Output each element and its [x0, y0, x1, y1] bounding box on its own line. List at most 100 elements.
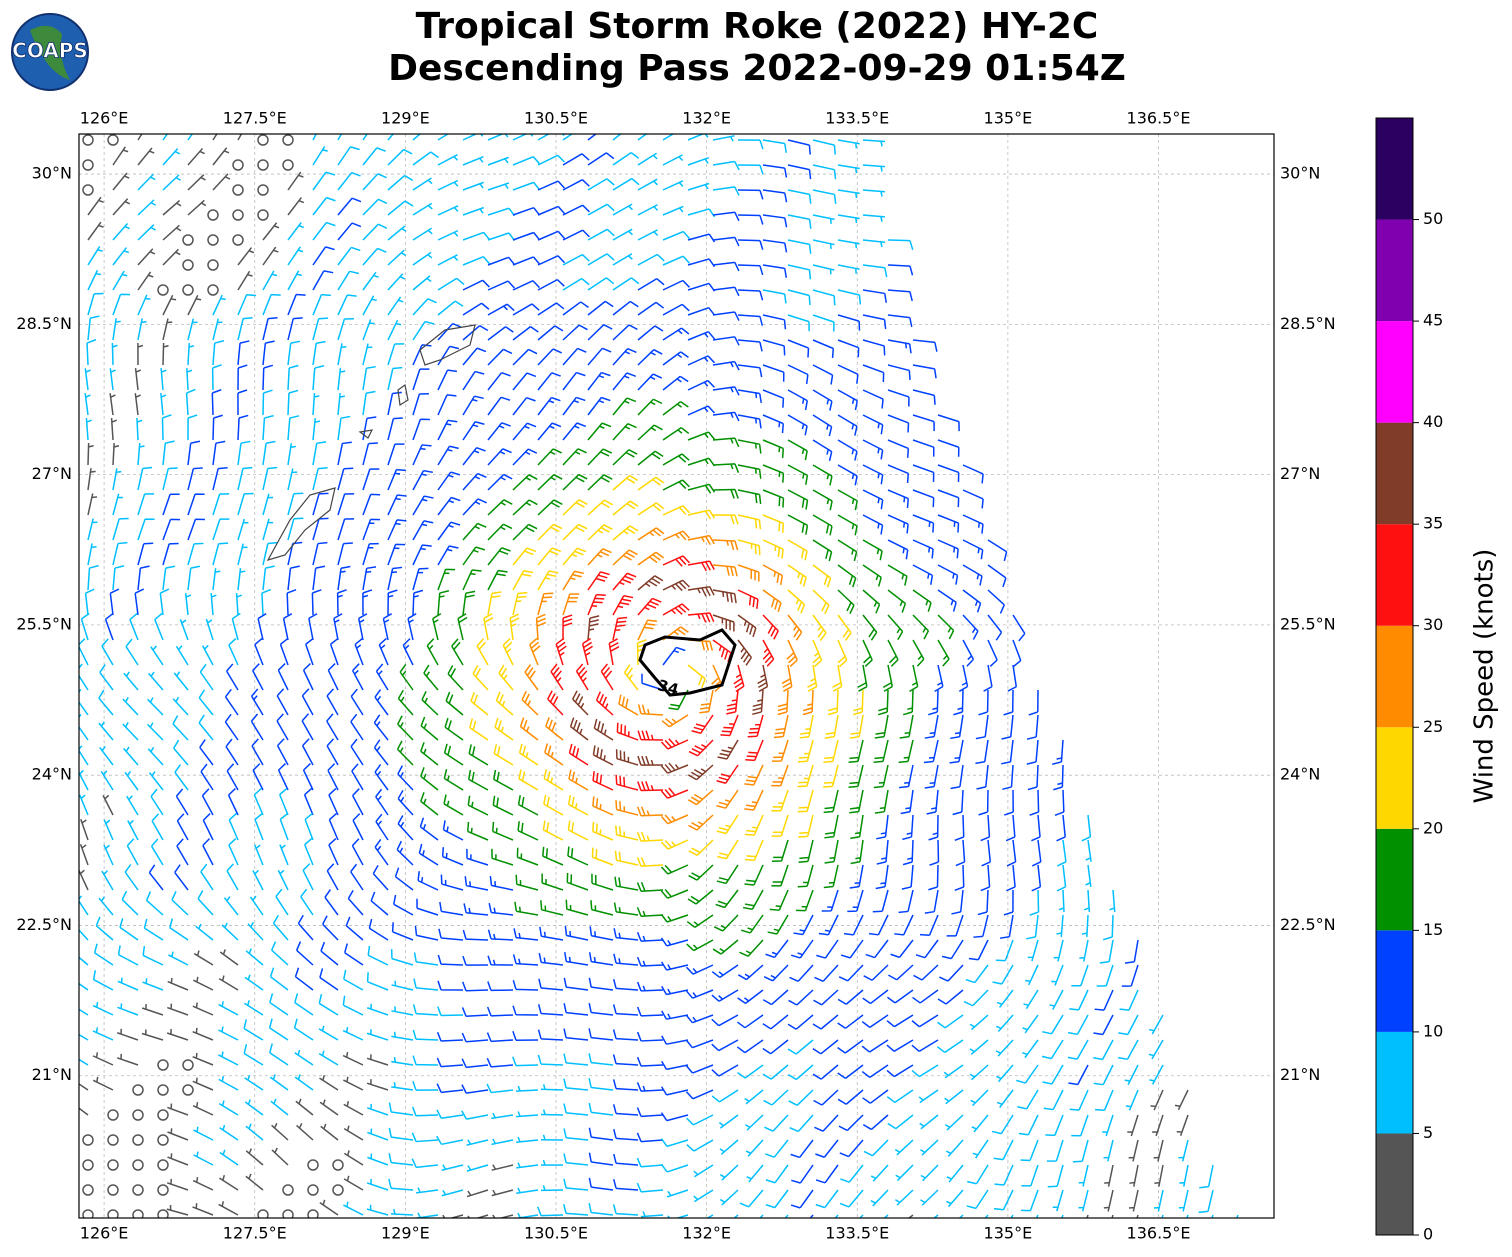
wind-barb: [134, 368, 142, 391]
wind-barb: [276, 738, 289, 766]
wind-barb: [636, 907, 664, 917]
wind-barb: [862, 139, 886, 147]
wind-barb: [887, 289, 913, 302]
wind-barb: [352, 788, 364, 816]
calm-circle: [82, 134, 94, 146]
wind-barb: [287, 364, 299, 391]
wind-barb: [462, 206, 484, 216]
wind-barb: [402, 638, 414, 666]
wind-barb: [969, 1039, 989, 1055]
wind-barb: [637, 450, 664, 466]
wind-barb: [865, 939, 889, 959]
wind-barb: [84, 588, 95, 616]
wind-barb: [962, 514, 984, 534]
wind-barb: [137, 248, 156, 266]
wind-barb: [788, 1089, 814, 1106]
wind-barb: [562, 179, 590, 191]
wind-barb: [301, 713, 314, 741]
calm-circle: [332, 1159, 344, 1171]
wind-barb: [362, 223, 388, 241]
wind-barb: [662, 180, 684, 191]
wind-barb: [237, 364, 248, 391]
wind-barb: [797, 864, 814, 888]
wind-barb: [711, 1039, 739, 1052]
wind-barb: [965, 964, 989, 984]
wind-barb: [716, 789, 739, 809]
wind-barb: [843, 914, 864, 936]
wind-barb: [786, 639, 798, 668]
wind-barb: [847, 889, 864, 913]
wind-barb: [636, 1157, 664, 1168]
wind-barb: [212, 340, 225, 366]
x-tick-label: 126°E: [80, 1224, 129, 1243]
wind-barb: [612, 277, 640, 291]
wind-barb: [636, 956, 664, 967]
wind-barb: [981, 839, 992, 867]
wind-barb: [516, 847, 539, 866]
wind-barb: [538, 978, 564, 991]
wind-barb: [687, 639, 714, 651]
wind-barb: [226, 663, 239, 691]
wind-barb: [773, 714, 789, 739]
wind-barb: [521, 690, 539, 716]
wind-barb: [350, 863, 364, 891]
wind-barb: [390, 949, 414, 966]
wind-barb: [366, 1178, 389, 1191]
calm-circle: [82, 1209, 94, 1218]
wind-barb: [487, 256, 516, 266]
wind-barb: [162, 134, 169, 141]
wind-barb: [895, 1164, 914, 1182]
wind-barb: [767, 914, 789, 935]
wind-barb: [543, 794, 564, 816]
wind-barb: [937, 414, 960, 432]
wind-barb: [1109, 889, 1116, 912]
wind-barb: [271, 1122, 289, 1141]
wind-barb: [294, 1074, 314, 1091]
wind-barb: [1046, 1139, 1064, 1162]
wind-barb: [1056, 864, 1067, 892]
wind-barb: [687, 208, 716, 218]
wind-barb: [462, 347, 487, 366]
wind-barb: [823, 739, 839, 763]
wind-barb: [512, 372, 537, 391]
wind-barb: [436, 1083, 464, 1094]
wind-barb: [487, 182, 510, 191]
wind-barb: [201, 644, 214, 666]
wind-barb: [737, 614, 757, 638]
wind-barb: [393, 894, 414, 916]
wind-barb: [184, 593, 192, 616]
wind-barb: [837, 289, 862, 305]
wind-barb: [412, 320, 435, 341]
wind-barb: [686, 1139, 714, 1152]
wind-barb: [991, 1114, 1014, 1135]
wind-barb: [1176, 1114, 1189, 1136]
wind-barb: [1022, 1014, 1039, 1034]
wind-barb: [719, 1164, 739, 1181]
wind-barb: [440, 874, 464, 891]
wind-barb: [862, 264, 888, 278]
wind-barb: [572, 690, 589, 716]
colorbar-tick-label: 30: [1423, 615, 1443, 634]
wind-barb: [887, 614, 904, 641]
wind-barb: [1021, 1164, 1039, 1187]
wind-barb: [337, 441, 352, 466]
wind-barb: [1078, 1164, 1089, 1187]
wind-barb: [587, 203, 615, 216]
wind-barb: [413, 952, 439, 966]
wind-barb: [387, 225, 407, 241]
wind-barb: [637, 781, 664, 792]
wind-barb: [887, 989, 914, 1004]
wind-barb: [637, 301, 665, 316]
wind-barb: [87, 221, 104, 241]
wind-barb: [512, 954, 539, 966]
wind-barb: [966, 1189, 989, 1210]
calm-circle: [207, 209, 219, 221]
wind-barb: [441, 1189, 464, 1197]
wind-barb: [137, 224, 156, 241]
wind-barb: [271, 941, 289, 966]
wind-barb: [262, 293, 281, 316]
wind-barb: [823, 864, 839, 889]
wind-barb: [970, 1089, 989, 1107]
wind-barb: [862, 539, 883, 561]
